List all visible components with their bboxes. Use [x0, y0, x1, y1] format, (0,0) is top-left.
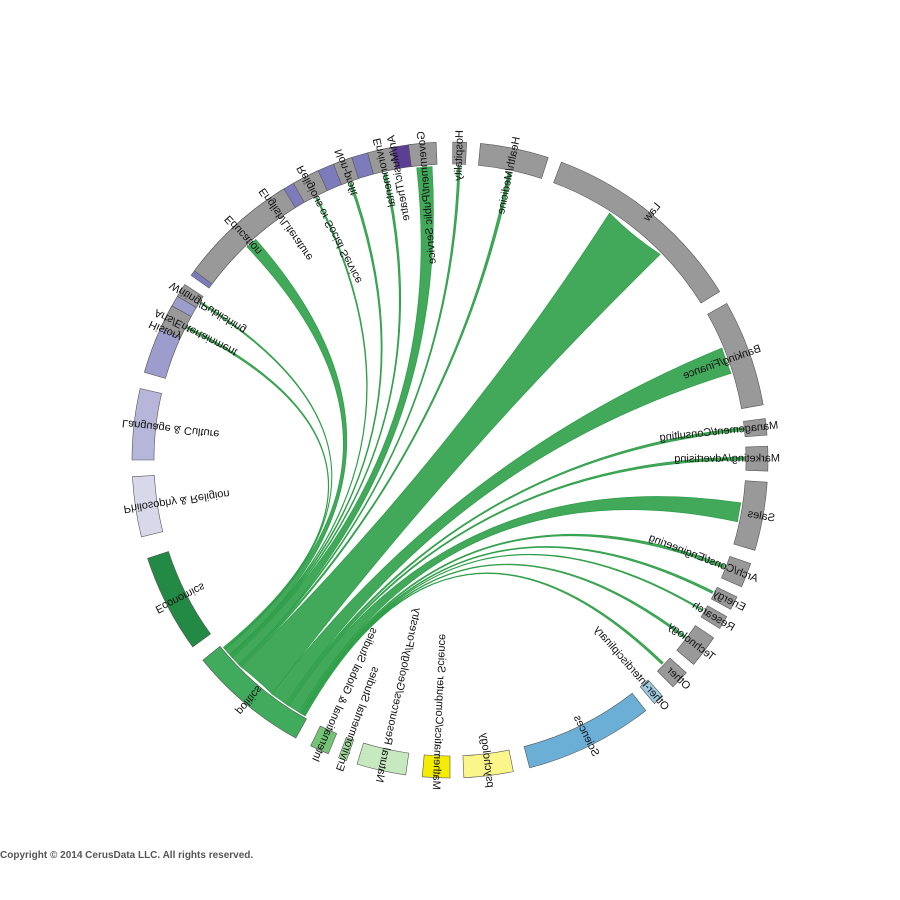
chord-link-management-consulting	[285, 427, 743, 706]
major-arc-other-interdisciplinary	[639, 679, 664, 705]
major-arc-natural-resources-geology-forestry	[356, 742, 410, 776]
career-arc-education	[193, 188, 296, 285]
career-arc-non-profit	[333, 157, 359, 185]
chord-link-banking-finance	[271, 347, 732, 705]
career-arc-religious-or-social-service	[293, 170, 328, 203]
career-label-hospitality: Hospitality	[452, 130, 466, 182]
career-arc-hospitality	[452, 141, 467, 165]
chord-link-other	[303, 572, 664, 717]
chord-links	[186, 165, 745, 717]
career-arc-management-consulting	[743, 418, 768, 438]
major-arc-mathematics-computer-science	[421, 754, 451, 779]
chord-link-environmental	[230, 172, 401, 659]
chord-link-health-medicine	[239, 171, 512, 668]
major-arc-international-global-studies	[310, 725, 338, 755]
chord-link-arts-entertainment	[186, 326, 330, 650]
chord-link-writing-publishing	[200, 301, 333, 650]
career-arc-health-medicine	[478, 143, 549, 179]
career-arc-research	[700, 605, 728, 629]
career-arc-marketing-advertising	[745, 445, 769, 472]
career-arc-government-public-service	[408, 141, 438, 167]
chord-link-religious-or-social-service	[229, 197, 368, 656]
chord-link-government-public-service	[231, 166, 434, 666]
copyright-notice: Copyright © 2014 CerusData LLC. All righ…	[0, 850, 254, 861]
major-arc-language-culture	[131, 388, 162, 461]
major-arc-environmental-studies	[338, 736, 355, 762]
major-arc-psychology	[462, 749, 514, 779]
career-label-energy: Energy	[710, 587, 747, 614]
major-arc-sciences	[523, 692, 647, 769]
career-label-marketing-advertising: Marketing/Advertising	[674, 452, 780, 464]
chord-link-energy	[300, 546, 714, 715]
chord-link-research	[301, 553, 704, 715]
chord-link-arch-const-engineering	[298, 533, 726, 714]
chord-link-education	[224, 238, 348, 656]
chord-arcs	[131, 141, 769, 779]
chord-link-marketing-advertising	[286, 456, 745, 707]
career-arc-energy	[710, 587, 738, 610]
career-arc-technology	[676, 625, 715, 665]
career-arc-writing-publishing	[177, 284, 204, 308]
chord-link-technology	[302, 563, 686, 716]
chord-link-law	[240, 212, 661, 695]
career-arc-arch-const-engineering	[721, 555, 752, 588]
career-arc-sales	[733, 480, 768, 551]
major-arc-politics	[202, 645, 307, 739]
career-label-sales: Sales	[746, 508, 776, 525]
career-label-management-consulting: Management/Consulting	[659, 419, 779, 443]
career-arc-arts-entertainment	[160, 305, 192, 338]
career-arc-other	[657, 657, 687, 688]
chord-link-hospitality	[238, 165, 461, 667]
career-arc-environmental	[367, 146, 397, 175]
chord-link-non-profit	[229, 182, 383, 658]
chord-link-sales	[288, 496, 742, 713]
major-arc-economics	[147, 551, 211, 648]
career-arc-banking-finance	[707, 303, 764, 409]
career-arc-law	[553, 161, 721, 304]
major-arc-philosophy-religion	[132, 475, 164, 538]
